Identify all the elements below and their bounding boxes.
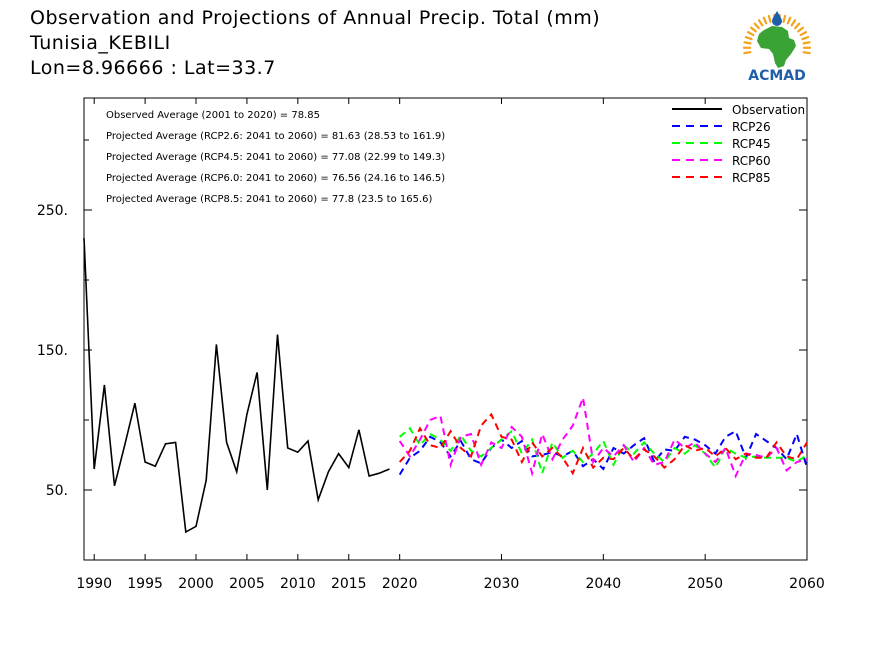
sun-ray: [790, 19, 797, 27]
chart-title: Observation and Projections of Annual Pr…: [30, 7, 601, 29]
chart-subtitle-coordinates: Lon=8.96666 : Lat=33.7: [30, 57, 276, 79]
sun-ray: [799, 31, 808, 37]
acmad-logo-text: ACMAD: [748, 68, 806, 84]
series-rcp26: [398, 429, 808, 476]
water-drop-icon: [772, 11, 782, 26]
legend-label-rcp26: RCP26: [732, 120, 771, 134]
chart-subtitle-location: Tunisia_KEBILI: [30, 32, 171, 54]
x-tick-label: 1995: [127, 576, 163, 592]
series-layer: [83, 237, 808, 534]
axes-layer: 1990 1995 2000 2005 2010 2015 2020 2030 2040 2050…: [37, 97, 825, 592]
sun-ray: [767, 14, 772, 23]
plot-frame: [83, 97, 808, 561]
y-tick-label: 150.: [37, 343, 68, 359]
legend: Observation RCP26 RCP45 RCP60 RCP85: [672, 103, 805, 185]
stat-annotation: Projected Average (RCP6.0: 2041 to 2060)…: [106, 173, 445, 184]
legend-label-rcp45: RCP45: [732, 137, 771, 151]
legend-label-observation: Observation: [732, 103, 805, 117]
sun-ray: [749, 26, 757, 33]
y-tick-label: 250.: [37, 203, 68, 219]
x-tick-label: 2005: [229, 576, 265, 592]
x-tick-label: 2010: [280, 576, 316, 592]
sun-ray: [797, 26, 805, 33]
sun-ray: [782, 14, 787, 23]
sun-ray: [786, 16, 792, 25]
sun-ray: [801, 36, 810, 41]
x-tick-label: 2030: [484, 576, 520, 592]
stat-annotation: Projected Average (RCP8.5: 2041 to 2060)…: [106, 194, 433, 205]
x-tick-label: 2015: [331, 576, 367, 592]
x-tick-label: 2040: [586, 576, 622, 592]
sun-rays-icon: [742, 14, 812, 55]
sun-ray: [743, 41, 752, 45]
y-tick-label: 50.: [46, 483, 68, 499]
series-rcp85: [398, 412, 808, 476]
sun-ray: [743, 51, 752, 55]
sun-ray: [753, 22, 760, 30]
x-tick-label: 2020: [382, 576, 418, 592]
series-observation: [83, 237, 390, 534]
x-tick-label: 2060: [789, 576, 825, 592]
sun-ray: [757, 19, 764, 27]
sun-ray: [802, 41, 811, 45]
stat-annotation: Observed Average (2001 to 2020) = 78.85: [106, 110, 320, 121]
x-tick-label: 1990: [76, 576, 112, 592]
stat-annotation: Projected Average (RCP2.6: 2041 to 2060)…: [106, 131, 445, 142]
acmad-logo: ACMAD: [742, 11, 812, 84]
sun-ray: [794, 22, 801, 30]
sun-ray: [802, 51, 811, 55]
sun-ray: [762, 16, 768, 25]
legend-label-rcp60: RCP60: [732, 154, 771, 168]
sun-ray: [744, 36, 753, 41]
legend-label-rcp85: RCP85: [732, 171, 771, 185]
sun-ray: [746, 31, 755, 37]
africa-map-icon: [757, 26, 796, 68]
stat-annotation: Projected Average (RCP4.5: 2041 to 2060)…: [106, 152, 445, 163]
series-rcp60: [398, 393, 808, 479]
annotations-layer: Observed Average (2001 to 2020) = 78.85 P…: [106, 110, 445, 205]
x-tick-label: 2000: [178, 576, 214, 592]
x-tick-label: 2050: [687, 576, 723, 592]
